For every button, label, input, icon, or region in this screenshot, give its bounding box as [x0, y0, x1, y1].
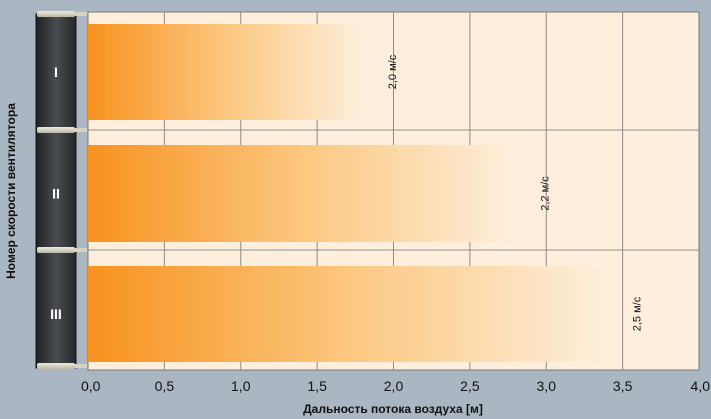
x-tick-label: 3,5 — [613, 378, 633, 394]
speed-number-label: I — [54, 64, 58, 80]
speed-labels: 2,0 м/с 2,2 м/с 2,5 м/с — [387, 54, 643, 331]
x-tick-label: 0,5 — [155, 378, 175, 394]
x-axis-title: Дальность потока воздуха [м] — [303, 402, 483, 416]
fan-unit-bracket — [75, 12, 87, 16]
bar-speed-3 — [88, 266, 608, 362]
fan-unit-bracket — [75, 248, 87, 252]
air-speed-label: 2,2 м/с — [540, 176, 552, 211]
x-tick-label: 2,5 — [460, 378, 480, 394]
y-axis-title: Номер скорости вентилятора — [4, 103, 18, 279]
fan-unit-bracket — [75, 128, 87, 132]
x-tick-label: 0,0 — [81, 378, 101, 394]
x-tick-label: 2,0 — [384, 378, 404, 394]
bars — [88, 24, 608, 362]
fan-unit-cap — [37, 127, 75, 133]
fan-unit-cap — [37, 11, 75, 17]
bar-speed-1 — [88, 24, 363, 120]
x-ticks: 0,0 0,5 1,0 1,5 2,0 2,5 3,0 3,5 4,0 — [81, 378, 710, 394]
speed-number-label: II — [52, 186, 60, 202]
air-speed-label: 2,5 м/с — [631, 296, 643, 331]
fan-unit-cap — [37, 363, 75, 369]
fan-unit-bracket — [75, 364, 87, 368]
bar-speed-2 — [88, 145, 516, 242]
speed-number-label: III — [50, 306, 62, 322]
x-tick-label: 1,5 — [307, 378, 327, 394]
x-tick-label: 4,0 — [691, 378, 711, 394]
x-tick-label: 3,0 — [537, 378, 557, 394]
fan-unit-cap — [37, 247, 75, 253]
x-tick-label: 1,0 — [231, 378, 251, 394]
air-speed-label: 2,0 м/с — [387, 54, 399, 89]
